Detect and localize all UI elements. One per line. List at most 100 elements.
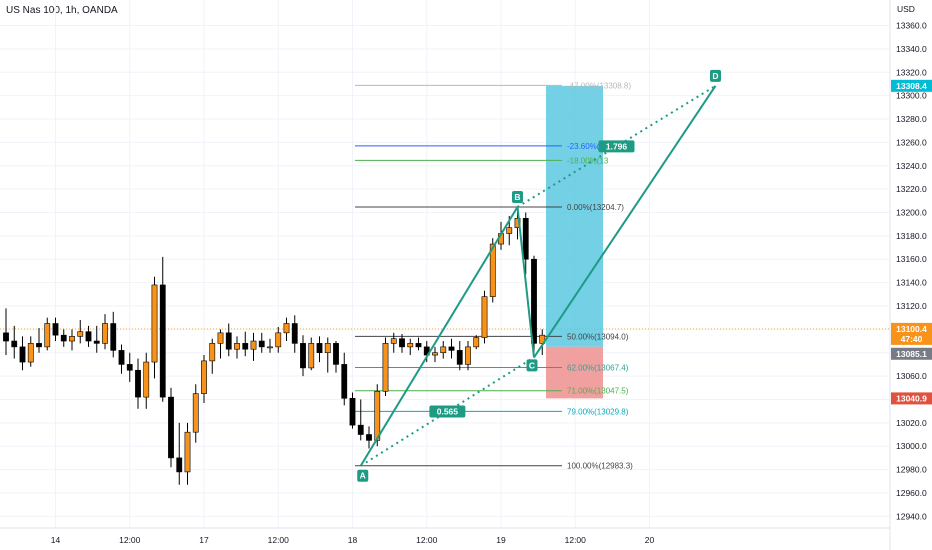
price-tick-label: 12940.0	[896, 511, 927, 521]
candle-body	[44, 323, 51, 348]
candle-body	[110, 323, 117, 351]
pattern-ratio-badge	[429, 405, 466, 418]
time-tick-label: 12:00	[565, 535, 587, 545]
candle-body	[143, 361, 150, 398]
target-price-tag-bg	[891, 79, 932, 92]
pattern-point-label: A	[360, 471, 366, 481]
candle-body	[366, 434, 372, 441]
pattern-ratio-label: 0.565	[437, 407, 459, 417]
candle-body	[250, 340, 257, 350]
candle-body	[407, 343, 414, 348]
candle-body	[126, 364, 133, 371]
candle-body	[36, 343, 42, 348]
stop-price-tag-value: 13040.9	[896, 393, 927, 403]
pattern-point-badge	[357, 469, 369, 482]
price-tick-label: 13200.0	[896, 207, 927, 217]
price-tick-label: 13060.0	[896, 371, 927, 381]
candle-body	[242, 343, 249, 350]
pattern-point-label: D	[712, 71, 718, 81]
candle-body	[465, 346, 471, 365]
candle-body	[11, 340, 18, 348]
price-tick-label: 13180.0	[896, 231, 927, 241]
target-price-tag-value: 13308.4	[896, 81, 927, 91]
candle-body	[333, 343, 339, 365]
fib-level-label: 71.00%(13047.5)	[567, 387, 629, 396]
candle-body	[159, 284, 166, 398]
candle-body	[390, 338, 397, 344]
candle-body	[448, 346, 455, 351]
candle-body	[69, 336, 75, 342]
grid	[0, 0, 890, 528]
candle-body	[176, 457, 183, 473]
price-tick-label: 13300.0	[896, 91, 927, 101]
candle-body	[382, 343, 389, 392]
pattern-leg	[533, 85, 717, 358]
candle-body	[217, 332, 224, 344]
candle-body	[102, 323, 108, 344]
candle-body	[184, 431, 191, 473]
fib-level-label: 100.00%(12983.3)	[567, 462, 633, 471]
position-profit-zone	[546, 85, 603, 347]
entry-price-tag-value: 13085.1	[896, 349, 927, 359]
price-tick-label: 13160.0	[896, 254, 927, 264]
time-tick-label: 12:00	[416, 535, 438, 545]
entry-price-tag-bg	[891, 347, 932, 360]
pattern-point-badge	[710, 69, 721, 82]
chart-title: US Nas 100, 1h, OANDA	[6, 5, 118, 16]
fib-level-label: 0.00%(13204.7)	[567, 203, 624, 212]
candle-body	[308, 343, 315, 369]
candle-body	[349, 397, 356, 426]
price-tick-label: 13360.0	[896, 21, 927, 31]
price-tags: 13308.4 13100.447:40 13085.1 13040.9	[891, 79, 932, 405]
candle-body	[481, 296, 488, 338]
pattern-point-label: B	[514, 192, 520, 202]
candle-body	[399, 338, 405, 348]
stop-price-tag-bg	[891, 392, 932, 405]
time-tick-label: 18	[348, 535, 358, 545]
candle-body	[118, 350, 125, 365]
price-axis[interactable]: USD 12940.0 12960.0 12980.0 13000.0 13020.0 13…	[889, 0, 927, 550]
candle-body	[77, 331, 84, 337]
candles	[3, 206, 546, 485]
price-tick-label: 13120.0	[896, 301, 927, 311]
price-tick-label: 13000.0	[896, 441, 927, 451]
position-tool[interactable]	[546, 85, 603, 399]
candle-body	[209, 343, 216, 362]
price-tick-label: 13280.0	[896, 114, 927, 124]
candle-body	[258, 340, 265, 348]
candle-body	[283, 323, 290, 334]
candle-body	[473, 337, 480, 348]
pattern-point-label: C	[529, 360, 535, 370]
candle-body	[341, 364, 348, 399]
time-tick-label: 17	[199, 535, 209, 545]
candle-body	[432, 352, 438, 356]
candle-body	[374, 390, 381, 441]
candle-body	[60, 334, 67, 342]
candle-body	[316, 343, 323, 354]
price-tick-label: 13240.0	[896, 161, 927, 171]
fib-level-label: 79.00%(13029.8)	[567, 407, 629, 416]
candle-body	[267, 346, 273, 349]
time-tick-label: 12:00	[268, 535, 290, 545]
abcd-pattern[interactable]: 0.565 1.796 A B C D	[357, 69, 721, 482]
candle-body	[168, 396, 174, 459]
pattern-ratio-label: 1.796	[606, 141, 628, 151]
time-tick-label: 20	[645, 535, 655, 545]
candle-body	[3, 332, 9, 342]
candle-body	[300, 343, 306, 369]
candle-body	[489, 243, 496, 297]
candle-body	[531, 258, 537, 344]
time-tick-label: 19	[496, 535, 506, 545]
price-axis-unit: USD	[897, 4, 915, 14]
price-tick-label: 12960.0	[896, 488, 927, 498]
candle-body	[506, 227, 513, 234]
candle-body	[275, 332, 282, 348]
pattern-leg	[516, 206, 535, 358]
candle-body	[324, 343, 331, 354]
candle-body	[440, 346, 447, 354]
candle-body	[225, 332, 232, 350]
time-axis[interactable]: 14 12:00 17 12:00 18 12:00 19 12:00 20	[0, 527, 890, 545]
time-tick-label: 14	[51, 535, 61, 545]
candle-body	[234, 343, 240, 350]
